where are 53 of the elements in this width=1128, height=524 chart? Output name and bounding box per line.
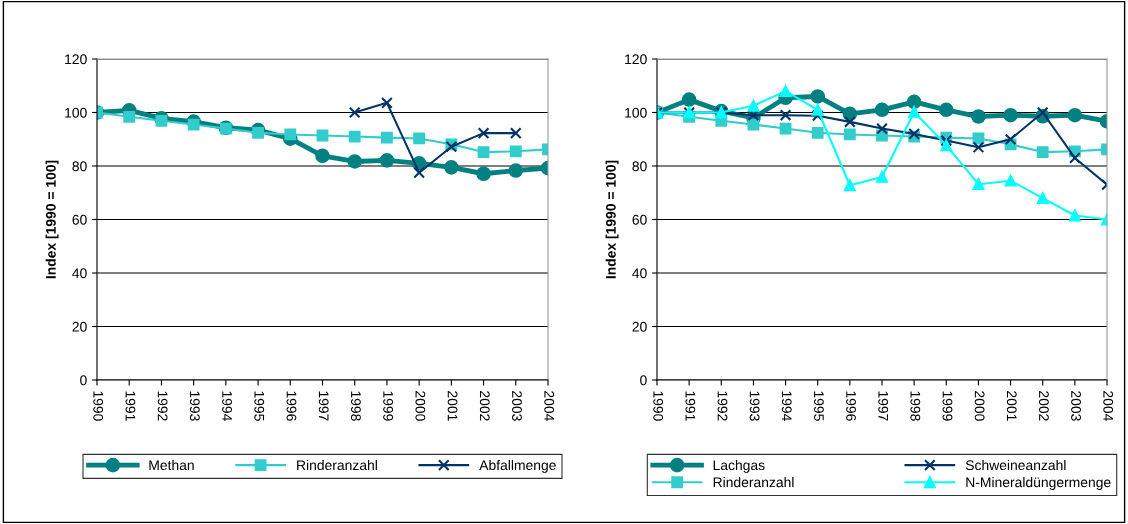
x-tick-label: 2004 [1103, 391, 1114, 421]
x-tick-label: 2002 [479, 391, 490, 421]
x-tick-label: 1990 [93, 391, 104, 421]
y-tick-label: 80 [632, 161, 647, 172]
y-tick-label: 120 [625, 54, 647, 65]
legend-label: Abfallmenge [479, 459, 556, 473]
legend-label: N-Mineraldüngermenge [966, 477, 1111, 490]
legend-label: Rinderanzahl [713, 477, 794, 488]
y-tick-label: 20 [72, 321, 87, 332]
x-tick-label: 1996 [846, 391, 856, 421]
x-tick-label: 1992 [157, 391, 168, 421]
x-tick-label: 2001 [1006, 391, 1017, 421]
y-tick-label: 20 [632, 321, 647, 332]
x-tick-label: 1997 [318, 391, 329, 421]
x-tick-label: 2003 [1071, 391, 1081, 421]
x-tick-label: 1999 [383, 391, 394, 421]
y-tick-label: 40 [72, 268, 87, 279]
x-tick-label: 2000 [974, 391, 985, 421]
x-tick-label: 1995 [254, 391, 265, 421]
y-tick-label: 40 [632, 268, 647, 279]
x-tick-label: 1991 [685, 391, 696, 421]
y-tick-label: 60 [632, 214, 647, 225]
x-tick-label: 1996 [286, 391, 297, 421]
x-tick-label: 2001 [447, 391, 458, 421]
y-tick-label: 0 [640, 375, 647, 386]
x-tick-label: 2003 [512, 391, 522, 421]
y-tick-label: 100 [65, 107, 87, 118]
x-tick-label: 1993 [749, 391, 760, 421]
y-tick-label: 60 [72, 214, 87, 225]
y-axis-title: Index [1990 = 100] [605, 160, 619, 279]
y-tick-label: 100 [625, 107, 647, 118]
x-tick-label: 1993 [189, 391, 200, 421]
x-tick-label: 2004 [544, 391, 555, 421]
legend-label: Schweineanzahl [965, 459, 1066, 471]
x-tick-label: 1995 [813, 391, 824, 421]
legend-label: Lachgas [713, 459, 765, 473]
y-tick-label: 0 [80, 375, 87, 386]
y-tick-label: 80 [72, 161, 87, 172]
legend-label: Rinderanzahl [297, 459, 377, 471]
y-axis-title: Index [1990 = 100] [45, 160, 59, 279]
x-tick-label: 1990 [653, 391, 664, 421]
x-tick-label: 2000 [415, 391, 426, 421]
x-tick-label: 1992 [717, 391, 728, 421]
x-tick-label: 1997 [878, 391, 889, 421]
x-tick-label: 1994 [781, 391, 792, 421]
legend-label: Methan [149, 459, 194, 471]
x-tick-label: 1998 [910, 391, 921, 421]
x-tick-label: 1991 [125, 391, 136, 421]
x-tick-label: 1994 [222, 391, 232, 421]
x-tick-label: 1998 [350, 391, 361, 421]
y-tick-label: 120 [65, 54, 87, 65]
x-tick-label: 2002 [1038, 391, 1049, 421]
x-tick-label: 1999 [942, 391, 953, 421]
